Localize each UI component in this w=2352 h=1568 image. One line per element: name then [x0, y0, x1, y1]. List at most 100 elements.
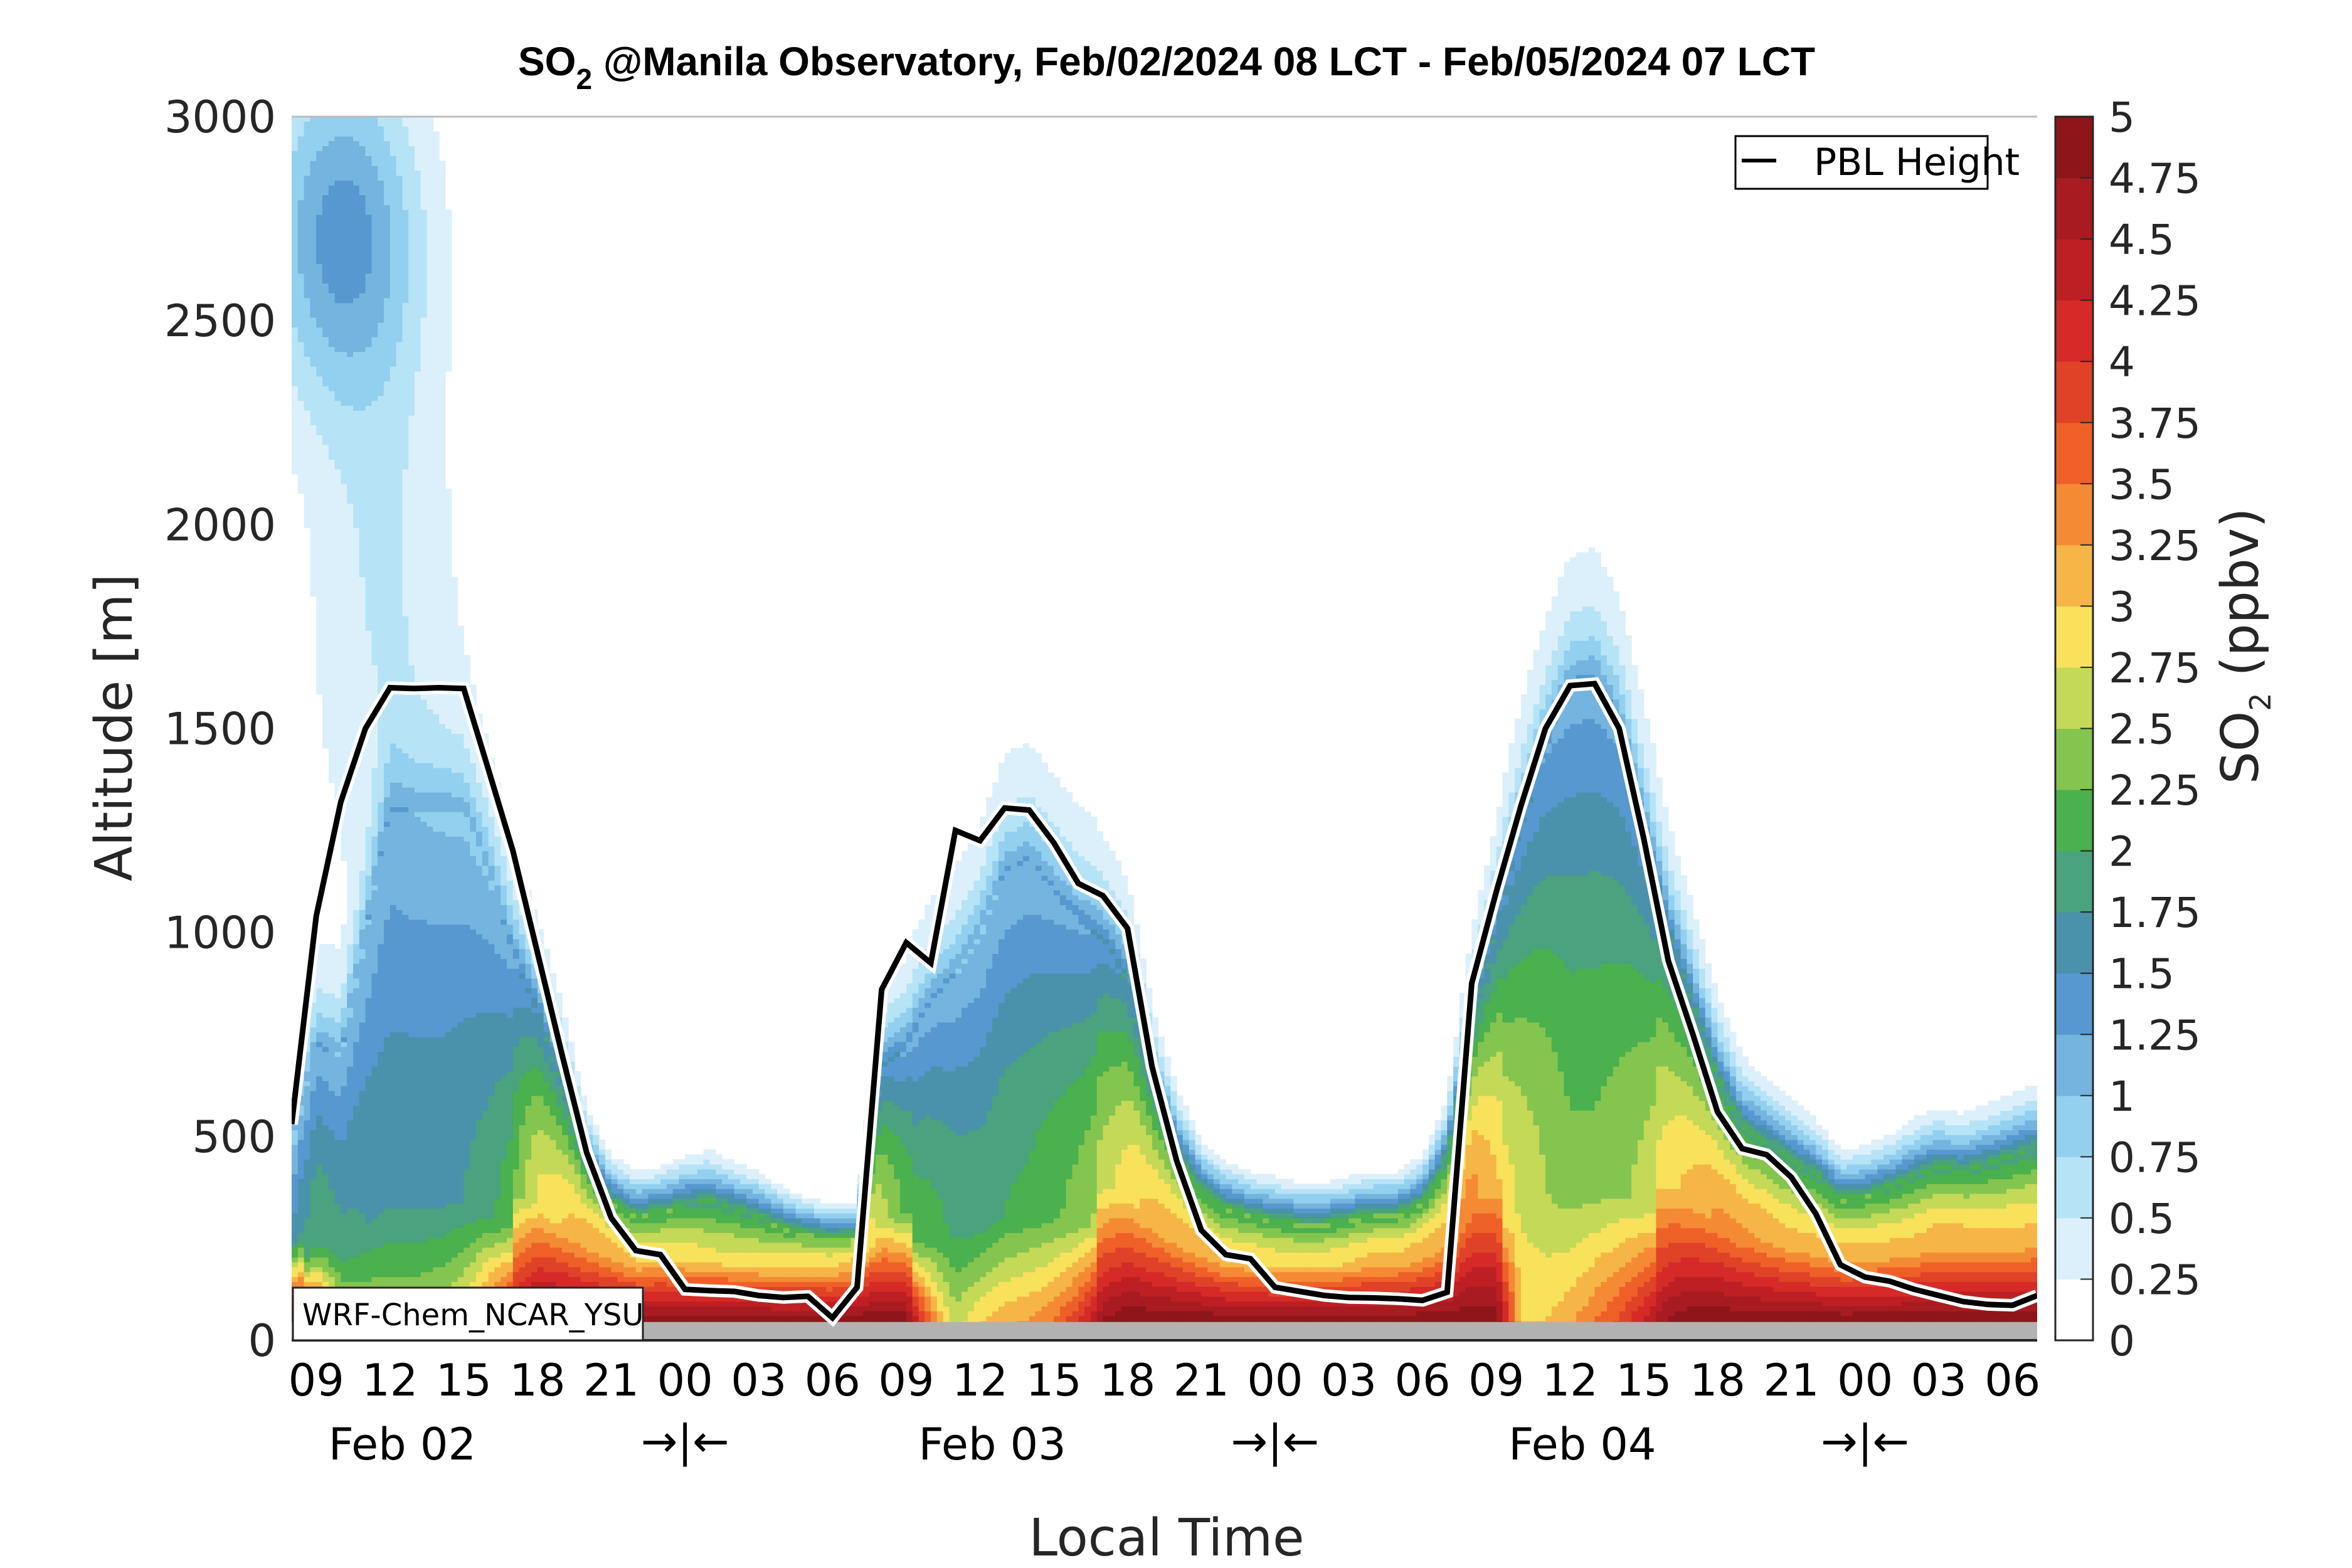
contour-cell	[1772, 1140, 1779, 1160]
contour-cell	[795, 1208, 802, 1214]
contour-cell	[1238, 1222, 1245, 1233]
contour-cell	[1853, 1208, 1860, 1219]
contour-cell	[1631, 1257, 1638, 1278]
contour-cell	[1914, 1168, 1921, 1180]
contour-cell	[1238, 1173, 1245, 1184]
contour-cell	[1348, 1184, 1355, 1189]
contour-cell	[1889, 1257, 1897, 1268]
contour-cell	[1761, 1135, 1767, 1140]
contour-cell	[1478, 1286, 1485, 1306]
contour-cell	[1428, 1135, 1436, 1145]
contour-cell	[538, 1242, 544, 1258]
contour-cell	[1410, 1203, 1417, 1214]
contour-cell	[1914, 1301, 1921, 1311]
contour-cell	[1238, 1198, 1245, 1204]
contour-cell	[1293, 1222, 1300, 1229]
contour-cell	[783, 1217, 790, 1224]
contour-cell	[1840, 1198, 1847, 1204]
contour-cell	[697, 1179, 704, 1184]
contour-cell	[457, 797, 464, 812]
contour-cell	[648, 1179, 655, 1184]
contour-cell	[556, 1262, 563, 1273]
contour-cell	[378, 117, 384, 127]
contour-cell	[1177, 1110, 1184, 1121]
contour-cell	[1342, 1203, 1350, 1209]
contour-cell	[1570, 1286, 1577, 1340]
contour-cell	[328, 1091, 336, 1130]
contour-cell	[789, 1276, 797, 1282]
contour-cell	[1311, 1306, 1319, 1316]
contour-cell	[297, 1179, 305, 1233]
contour-cell	[1287, 1208, 1294, 1214]
contour-cell	[292, 1130, 299, 1145]
contour-cell	[1219, 1227, 1227, 1238]
contour-cell	[648, 1306, 655, 1316]
contour-cell	[1680, 1081, 1687, 1116]
contour-cell	[924, 1179, 931, 1248]
contour-cell	[1293, 1227, 1300, 1233]
contour-cell	[1699, 939, 1706, 969]
contour-cell	[1207, 1262, 1214, 1273]
contour-cell	[1699, 1027, 1706, 1032]
contour-cell	[1397, 1203, 1405, 1209]
contour-cell	[697, 1184, 704, 1189]
contour-cell	[1410, 1189, 1417, 1194]
contour-cell	[1342, 1217, 1350, 1229]
contour-cell	[531, 1227, 538, 1243]
contour-cell	[1816, 1296, 1823, 1302]
contour-cell	[334, 1042, 341, 1052]
contour-cell	[1256, 1173, 1263, 1184]
contour-cell	[310, 1091, 317, 1130]
contour-cell	[1336, 1237, 1343, 1248]
contour-cell	[1785, 1154, 1792, 1160]
contour-cell	[415, 1208, 421, 1243]
contour-cell	[1133, 1252, 1140, 1268]
contour-cell	[1182, 1159, 1190, 1165]
contour-cell	[654, 1232, 661, 1243]
contour-cell	[949, 919, 956, 945]
contour-cell	[961, 943, 968, 959]
contour-cell	[1785, 1271, 1792, 1282]
contour-cell	[1846, 1193, 1853, 1209]
contour-cell	[998, 1217, 1005, 1238]
contour-cell	[1576, 640, 1583, 660]
contour-cell	[1367, 1179, 1374, 1189]
contour-cell	[1650, 1037, 1656, 1106]
contour-cell	[1263, 1208, 1269, 1214]
contour-cell	[1109, 1189, 1116, 1204]
contour-cell	[1287, 1193, 1294, 1199]
contour-cell	[943, 1125, 950, 1224]
contour-cell	[1754, 1130, 1761, 1135]
contour-cell	[549, 973, 556, 999]
contour-cell	[1576, 1242, 1583, 1278]
contour-cell	[949, 1022, 956, 1072]
contour-cell	[1803, 1125, 1810, 1135]
contour-cell	[543, 1022, 551, 1032]
contour-cell	[623, 1276, 630, 1282]
contour-cell	[1889, 1222, 1897, 1238]
contour-cell	[531, 1007, 538, 1013]
contour-cell	[967, 948, 975, 955]
contour-cell	[1809, 1301, 1816, 1311]
contour-cell	[783, 1266, 790, 1278]
contour-cell	[1416, 1276, 1423, 1287]
contour-cell	[501, 1242, 507, 1253]
contour-cell	[1533, 650, 1540, 704]
contour-cell	[1078, 807, 1085, 856]
contour-cell	[1041, 763, 1048, 812]
contour-cell	[1705, 963, 1712, 988]
contour-cell	[531, 1271, 538, 1282]
contour-cell	[881, 1301, 889, 1311]
contour-cell	[1361, 1179, 1368, 1189]
contour-cell	[900, 1281, 907, 1292]
contour-cell	[549, 1140, 556, 1175]
contour-cell	[1650, 1291, 1656, 1306]
contour-cell	[967, 1002, 975, 1062]
contour-cell	[1902, 1179, 1909, 1194]
contour-cell	[1348, 1227, 1355, 1233]
contour-cell	[310, 317, 317, 367]
contour-cell	[525, 1105, 532, 1160]
contour-cell	[1232, 1217, 1239, 1229]
contour-cell	[813, 1208, 821, 1214]
contour-cell	[894, 1252, 901, 1263]
